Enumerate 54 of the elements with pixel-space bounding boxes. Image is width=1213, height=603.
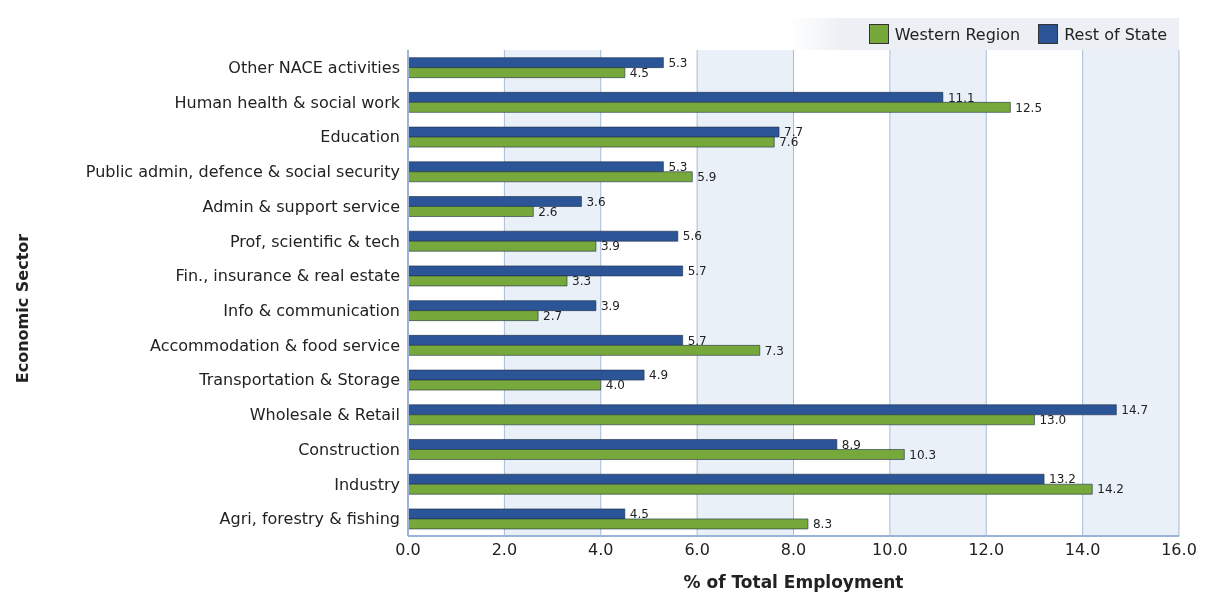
data-label: 3.6 xyxy=(586,194,606,209)
y-tick-label: Prof, scientific & tech xyxy=(229,231,400,251)
y-tick-label: Agri, forestry & fishing xyxy=(219,509,400,529)
data-label: 3.9 xyxy=(600,239,621,254)
data-label: 4.5 xyxy=(629,507,649,522)
data-label: 3.9 xyxy=(600,298,621,313)
data-label: 11.1 xyxy=(947,90,975,105)
data-label: 4.5 xyxy=(629,65,649,80)
data-label: 4.9 xyxy=(649,368,669,383)
x-tick-label: 2.0 xyxy=(491,540,518,560)
y-axis-title: Economic Sector xyxy=(13,233,33,383)
data-label: 5.9 xyxy=(697,170,717,185)
data-label: 5.7 xyxy=(687,264,707,279)
data-label: 2.6 xyxy=(538,204,558,219)
y-tick-label: Info & communication xyxy=(223,301,400,321)
data-label: 7.6 xyxy=(779,135,799,150)
data-label: 13.2 xyxy=(1049,472,1076,487)
data-label: 7.3 xyxy=(764,343,784,358)
data-label: 14.2 xyxy=(1097,482,1124,497)
data-label: 5.3 xyxy=(668,55,688,70)
x-tick-label: 16.0 xyxy=(1161,540,1197,560)
data-label: 3.3 xyxy=(572,274,592,289)
data-label: 5.3 xyxy=(668,160,688,175)
data-label: 8.3 xyxy=(812,517,833,532)
y-tick-label: Admin & support service xyxy=(202,196,400,216)
data-label: 10.3 xyxy=(909,447,937,462)
data-label: 5.6 xyxy=(682,229,702,244)
x-tick-label: 10.0 xyxy=(872,540,908,560)
data-label: 2.7 xyxy=(543,308,563,323)
x-tick-label: 6.0 xyxy=(684,540,710,560)
data-label: 5.7 xyxy=(687,333,707,348)
x-tick-label: 8.0 xyxy=(780,540,807,560)
y-tick-label: Construction xyxy=(298,439,400,459)
legend-label: Rest of State xyxy=(1063,24,1167,44)
y-tick-label: Industry xyxy=(334,474,400,494)
x-tick-label: 14.0 xyxy=(1064,540,1101,560)
y-tick-label: Public admin, defence & social security xyxy=(85,162,400,182)
y-tick-label: Wholesale & Retail xyxy=(249,405,400,425)
x-tick-label: 0.0 xyxy=(395,540,421,560)
data-label: 14.7 xyxy=(1121,403,1149,418)
data-label: 13.0 xyxy=(1039,413,1067,428)
data-label: 4.0 xyxy=(605,378,625,393)
x-tick-label: 12.0 xyxy=(968,540,1005,560)
x-axis-title: % of Total Employment xyxy=(683,572,904,592)
legend-label: Western Region xyxy=(893,24,1021,44)
y-tick-label: Accommodation & food service xyxy=(149,335,400,355)
y-tick-label: Transportation & Storage xyxy=(198,370,400,390)
data-label: 12.5 xyxy=(1015,100,1043,115)
data-label: 8.9 xyxy=(841,437,861,452)
y-tick-label: Human health & social work xyxy=(174,92,401,112)
y-tick-label: Fin., insurance & real estate xyxy=(175,266,400,286)
x-tick-label: 4.0 xyxy=(588,540,614,560)
y-tick-label: Education xyxy=(320,127,400,147)
y-tick-label: Other NACE activities xyxy=(228,58,400,78)
